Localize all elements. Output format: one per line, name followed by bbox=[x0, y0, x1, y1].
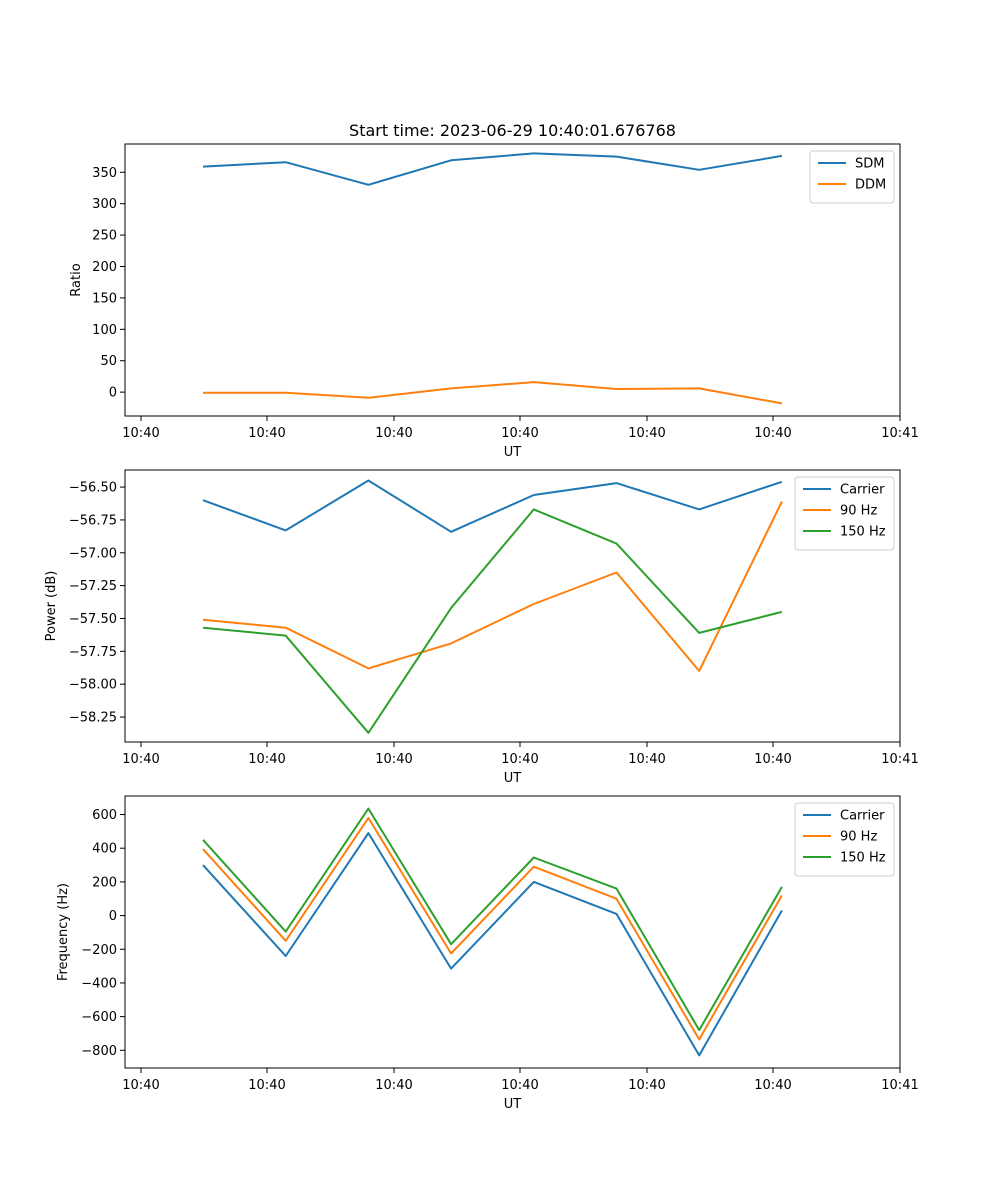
y-tick-label: −600 bbox=[81, 1010, 117, 1025]
series-line-90-hz bbox=[202, 816, 783, 1041]
legend-label: DDM bbox=[855, 178, 886, 193]
legend-label: 150 Hz bbox=[840, 525, 886, 540]
x-axis-label: UT bbox=[504, 771, 522, 786]
x-tick-label: 10:40 bbox=[122, 426, 159, 441]
y-tick-label: −56.50 bbox=[69, 481, 117, 496]
y-tick-label: −58.00 bbox=[69, 678, 117, 693]
series-line-ddm bbox=[203, 381, 783, 405]
y-tick-label: −58.25 bbox=[69, 711, 117, 726]
y-tick-label: 600 bbox=[92, 808, 117, 823]
y-tick-label: 250 bbox=[92, 229, 117, 244]
x-axis-label: UT bbox=[504, 1097, 522, 1112]
series-line-90-hz bbox=[202, 501, 783, 672]
x-tick-label: 10:40 bbox=[754, 1078, 791, 1093]
y-tick-label: 0 bbox=[109, 909, 117, 924]
x-tick-label: 10:41 bbox=[881, 1078, 918, 1093]
y-tick-label: −57.00 bbox=[69, 546, 117, 561]
x-tick-label: 10:40 bbox=[754, 426, 791, 441]
chart-panel-2: 10:40 10:40 10:40 10:40 10:40 10:40 10:41 −58.2… bbox=[44, 469, 919, 786]
y-tick-label: −57.25 bbox=[69, 579, 117, 594]
y-tick-label: −200 bbox=[81, 943, 117, 958]
y-tick-label: 150 bbox=[92, 291, 117, 306]
series-line-150-hz bbox=[202, 508, 783, 734]
y-tick-label: 350 bbox=[92, 166, 117, 181]
y-tick-label: −57.50 bbox=[69, 612, 117, 627]
x-tick-label: 10:40 bbox=[628, 426, 665, 441]
y-tick-label: 400 bbox=[92, 842, 117, 857]
legend-label: 90 Hz bbox=[840, 504, 877, 519]
x-tick-label: 10:40 bbox=[628, 1078, 665, 1093]
y-tick-label: 200 bbox=[92, 875, 117, 890]
plot-frame bbox=[124, 143, 901, 417]
x-tick-label: 10:40 bbox=[122, 752, 159, 767]
legend-label: Carrier bbox=[840, 483, 885, 498]
y-tick-label: −57.75 bbox=[69, 645, 117, 660]
y-tick-label: −56.75 bbox=[69, 513, 117, 528]
legend-label: 90 Hz bbox=[840, 830, 877, 845]
chart-panel-3: 10:40 10:40 10:40 10:40 10:40 10:40 10:41 −800 −… bbox=[56, 795, 919, 1112]
x-axis-label: UT bbox=[504, 445, 522, 460]
plot-frame bbox=[124, 795, 901, 1069]
y-tick-label: 50 bbox=[100, 354, 117, 369]
series-line-carrier bbox=[202, 479, 783, 533]
x-tick-label: 10:40 bbox=[248, 752, 285, 767]
y-tick-label: −800 bbox=[81, 1044, 117, 1059]
x-tick-label: 10:41 bbox=[881, 752, 918, 767]
y-axis-label: Frequency (Hz) bbox=[56, 883, 71, 981]
x-tick-label: 10:40 bbox=[375, 426, 412, 441]
x-tick-label: 10:40 bbox=[375, 752, 412, 767]
x-tick-label: 10:40 bbox=[375, 1078, 412, 1093]
x-tick-label: 10:40 bbox=[501, 752, 538, 767]
x-tick-label: 10:40 bbox=[501, 426, 538, 441]
y-tick-label: −400 bbox=[81, 976, 117, 991]
x-tick-label: 10:41 bbox=[881, 426, 918, 441]
series-line-sdm bbox=[202, 152, 783, 186]
y-axis-label: Power (dB) bbox=[44, 571, 59, 642]
y-axis-label: Ratio bbox=[69, 263, 84, 296]
x-tick-label: 10:40 bbox=[754, 752, 791, 767]
legend-label: 150 Hz bbox=[840, 851, 886, 866]
chart-panels: Start time: 2023-06-29 10:40:01.676768 10… bbox=[44, 121, 919, 1112]
chart-panel-1: Start time: 2023-06-29 10:40:01.676768 10… bbox=[69, 121, 919, 460]
x-tick-label: 10:40 bbox=[248, 1078, 285, 1093]
plot-frame bbox=[124, 469, 901, 743]
y-tick-label: 300 bbox=[92, 197, 117, 212]
legend-label: Carrier bbox=[840, 809, 885, 824]
y-tick-label: 200 bbox=[92, 260, 117, 275]
legend-label: SDM bbox=[855, 157, 884, 172]
x-tick-label: 10:40 bbox=[501, 1078, 538, 1093]
series-line-150-hz bbox=[202, 807, 783, 1032]
x-tick-label: 10:40 bbox=[248, 426, 285, 441]
y-tick-label: 0 bbox=[109, 386, 117, 401]
series-line-carrier bbox=[202, 832, 783, 1057]
y-tick-label: 100 bbox=[92, 323, 117, 338]
chart-title: Start time: 2023-06-29 10:40:01.676768 bbox=[349, 121, 676, 140]
x-tick-label: 10:40 bbox=[628, 752, 665, 767]
x-tick-label: 10:40 bbox=[122, 1078, 159, 1093]
